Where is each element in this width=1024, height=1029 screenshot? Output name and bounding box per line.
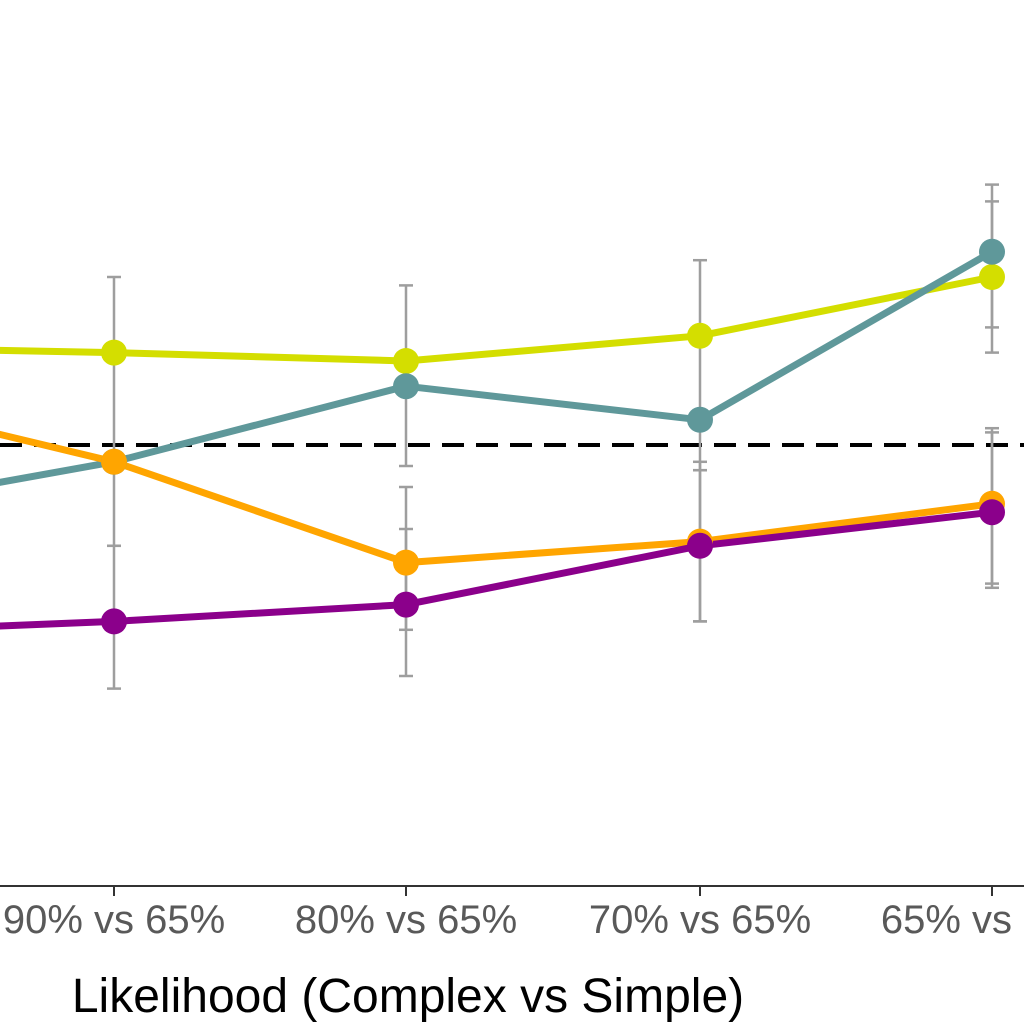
data-point-series-2-4 <box>979 238 1005 265</box>
data-point-series-2-2 <box>393 373 419 400</box>
data-point-series-4-3 <box>687 532 713 559</box>
data-point-series-1-3 <box>687 322 713 349</box>
series-line-1 <box>0 273 993 365</box>
series-line-3 <box>0 430 993 567</box>
x-tick-label-3: 70% vs 65% <box>589 898 811 942</box>
series-line-4 <box>0 508 993 630</box>
data-point-series-3-2 <box>393 549 419 576</box>
series-points-layer <box>101 238 1005 635</box>
x-axis-label: Likelihood (Complex vs Simple) <box>72 970 744 1023</box>
data-point-series-4-2 <box>393 591 419 618</box>
data-point-series-3-1 <box>101 448 127 475</box>
data-point-series-4-1 <box>101 608 127 635</box>
data-point-series-2-3 <box>687 406 713 433</box>
x-ticks-layer: 90% vs 65% 80% vs 65% 70% vs 65% 65% vs 65% <box>3 886 1024 942</box>
x-tick-label-2: 80% vs 65% <box>295 898 517 942</box>
x-tick-label-1: 90% vs 65% <box>3 898 225 942</box>
data-point-series-1-2 <box>393 348 419 374</box>
data-point-series-1-4 <box>979 264 1005 290</box>
series-lines-layer <box>0 248 994 630</box>
x-tick-label-4: 65% vs 65% <box>881 898 1024 942</box>
data-point-series-4-4 <box>979 499 1005 526</box>
data-point-series-1-1 <box>101 339 127 366</box>
